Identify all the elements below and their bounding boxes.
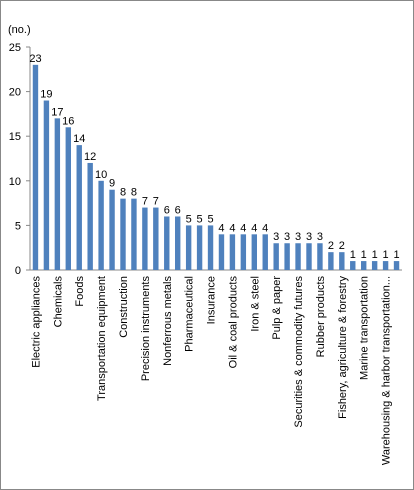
bar — [393, 261, 400, 270]
data-label: 5 — [197, 213, 203, 225]
data-label: 17 — [51, 106, 63, 118]
data-label: 5 — [207, 213, 213, 225]
data-label: 7 — [142, 196, 148, 208]
x-tick-label: Marine transportation — [359, 276, 371, 380]
x-tick-label: Warehousing & harbor transportation... — [381, 276, 393, 465]
y-axis-label: (no.) — [8, 24, 31, 36]
data-label: 6 — [164, 204, 170, 216]
y-tick-label: 0 — [15, 265, 21, 277]
data-label: 3 — [306, 231, 312, 243]
bar — [196, 225, 203, 270]
bar — [328, 252, 334, 270]
bar — [251, 234, 257, 270]
x-tick-label: Securities & commodity futures — [293, 276, 305, 428]
bar — [32, 64, 39, 270]
y-tick-label: 5 — [15, 220, 21, 232]
data-label: 1 — [393, 249, 399, 261]
bar — [175, 216, 181, 270]
data-label: 4 — [229, 222, 235, 234]
bar — [229, 234, 236, 270]
data-label: 3 — [317, 231, 323, 243]
data-label: 1 — [350, 249, 356, 261]
bar — [218, 234, 225, 270]
x-tick-label: Fishery, agriculture & forestry — [337, 276, 349, 419]
y-tick-label: 20 — [9, 87, 21, 99]
bar — [284, 243, 290, 270]
bar — [295, 243, 301, 270]
bar — [120, 198, 126, 270]
data-label: 14 — [73, 133, 85, 145]
x-tick-label: Transportation equipment — [96, 276, 108, 401]
bar — [350, 261, 356, 270]
x-tick-label: Chemicals — [52, 276, 64, 328]
bar — [153, 207, 159, 270]
bar — [240, 234, 247, 270]
bar — [87, 162, 93, 270]
x-tick-label: Rubber products — [315, 276, 327, 358]
bar — [43, 100, 50, 271]
data-label: 23 — [29, 53, 41, 65]
bar — [207, 225, 214, 270]
data-label: 6 — [175, 204, 181, 216]
bar — [185, 225, 192, 270]
data-label: 2 — [328, 240, 334, 252]
bar — [109, 189, 115, 270]
bar — [306, 243, 312, 270]
bar — [317, 243, 323, 270]
data-label: 19 — [40, 89, 52, 101]
data-label: 1 — [372, 249, 378, 261]
y-tick-label: 10 — [9, 176, 21, 188]
data-label: 4 — [262, 222, 268, 234]
data-label: 9 — [109, 178, 115, 190]
data-label: 3 — [295, 231, 301, 243]
data-label: 1 — [361, 249, 367, 261]
data-label: 8 — [120, 187, 126, 199]
x-tick-label: Precision instruments — [140, 276, 152, 382]
data-label: 10 — [95, 169, 107, 181]
data-label: 1 — [383, 249, 389, 261]
data-label: 3 — [284, 231, 290, 243]
bar — [98, 180, 104, 270]
data-label: 8 — [131, 187, 137, 199]
x-tick-label: Iron & steel — [249, 276, 261, 332]
data-label: 3 — [273, 231, 279, 243]
data-label: 4 — [251, 222, 257, 234]
bar — [371, 261, 378, 270]
x-tick-label: Insurance — [206, 276, 218, 324]
bar — [262, 234, 268, 270]
data-label: 4 — [218, 222, 224, 234]
bar — [76, 145, 82, 270]
x-tick-label: Nonferrous metals — [162, 276, 174, 366]
bar — [65, 127, 71, 270]
x-tick-label: Foods — [74, 276, 86, 307]
bar — [273, 243, 279, 270]
data-label: 2 — [339, 240, 345, 252]
bar — [382, 261, 389, 270]
x-tick-label: Pulp & paper — [271, 276, 283, 340]
data-label: 7 — [153, 196, 159, 208]
data-label: 12 — [84, 151, 96, 163]
bar — [142, 207, 148, 270]
x-tick-label: Electric appliances — [30, 276, 42, 368]
data-label: 4 — [240, 222, 246, 234]
bar — [164, 216, 170, 270]
y-tick-label: 25 — [9, 42, 21, 54]
data-label: 16 — [62, 115, 74, 127]
bar — [54, 118, 61, 270]
y-tick-label: 15 — [9, 131, 21, 143]
x-tick-label: Oil & coal products — [227, 276, 239, 369]
bar — [339, 252, 345, 270]
x-tick-label: Construction — [118, 276, 130, 338]
x-tick-label: Pharmaceutical — [184, 276, 196, 352]
data-label: 5 — [186, 213, 192, 225]
bar — [361, 261, 367, 270]
bar — [131, 198, 137, 270]
